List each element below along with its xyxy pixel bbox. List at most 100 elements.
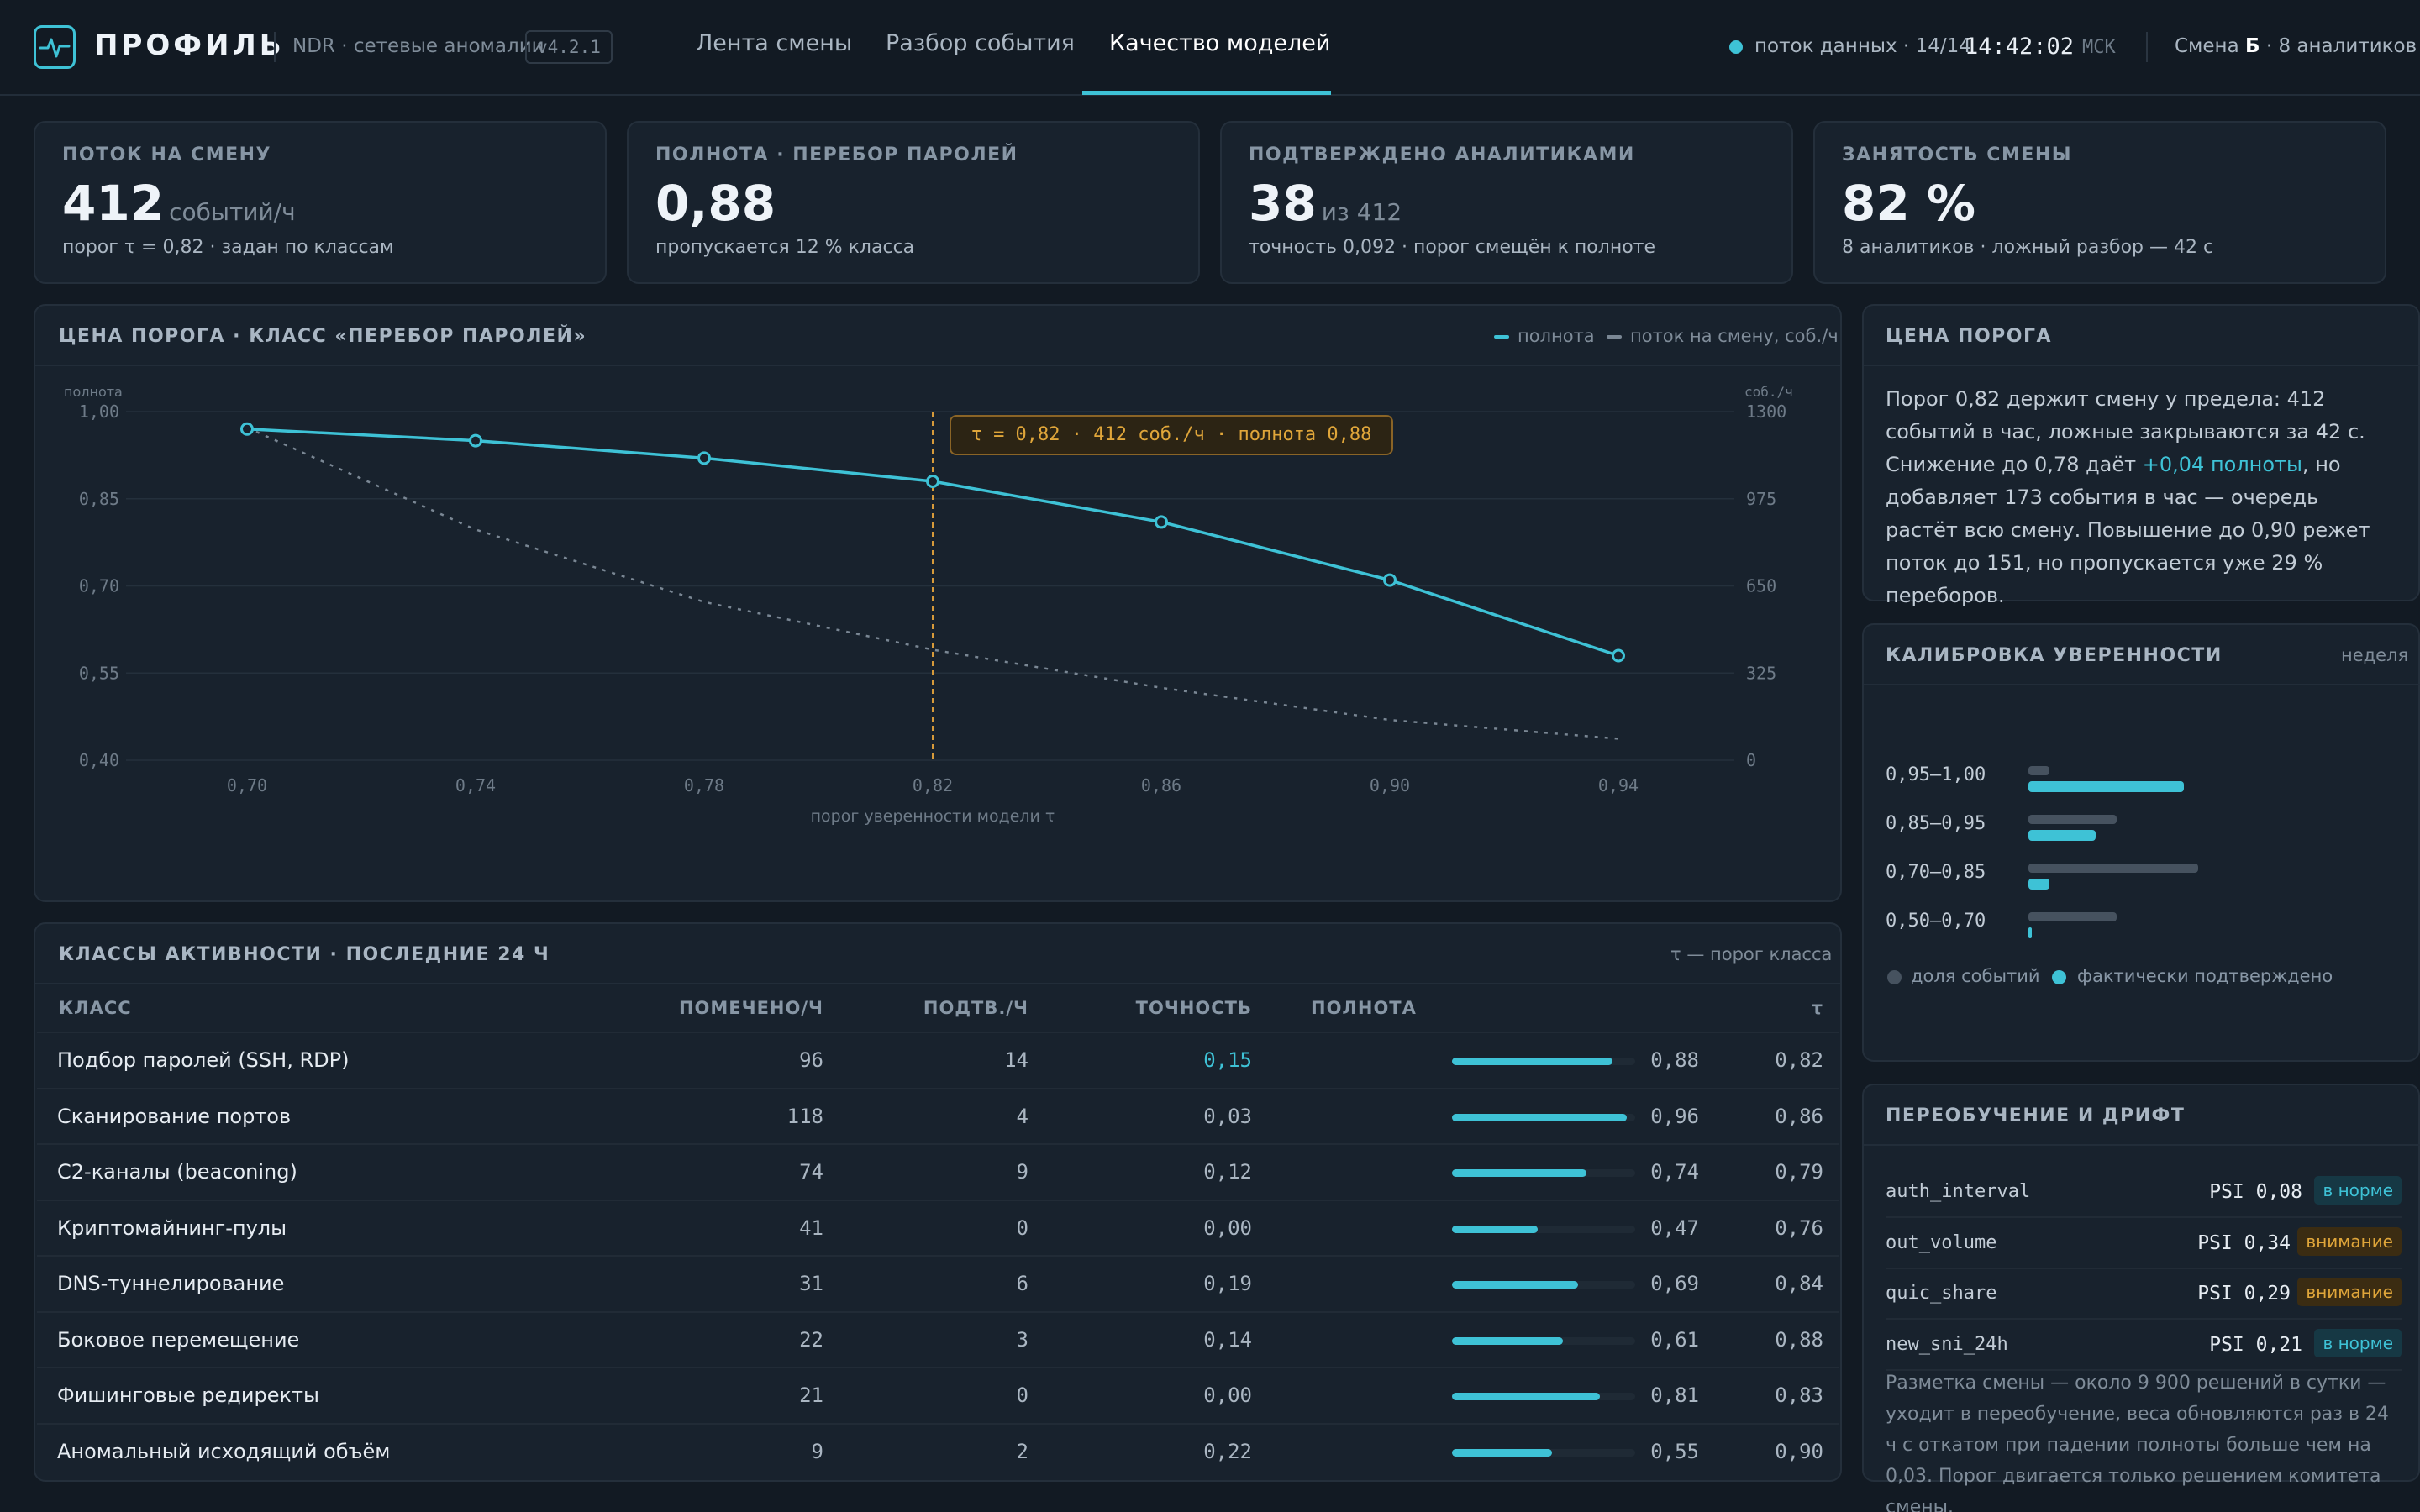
recall-point[interactable]: [469, 433, 482, 448]
threshold-cost-title: ЦЕНА ПОРОГА: [1886, 326, 2053, 347]
kpi-label: ПОТОК НА СМЕНУ: [62, 144, 272, 165]
kpi-value: 0,88: [655, 175, 776, 232]
tab-event-analysis[interactable]: Разбор события: [886, 30, 1075, 56]
recall-point[interactable]: [1612, 648, 1625, 663]
right-tick-label: 650: [1746, 576, 1776, 596]
panel-divider: [1864, 365, 2420, 366]
recall-point[interactable]: [240, 422, 254, 436]
recall-value: 0,81: [1650, 1383, 1699, 1407]
recall-point[interactable]: [926, 475, 939, 488]
table-row[interactable]: Аномальный исходящий объём 9 2 0,22 0,55 0,90: [37, 1422, 1839, 1478]
tau-value: 0,76: [1775, 1215, 1823, 1240]
confirmed-value: 9: [1016, 1160, 1028, 1184]
calibration-period[interactable]: неделя: [2341, 645, 2409, 665]
confirmed-value: 14: [1004, 1048, 1028, 1072]
shift-prefix: Смена: [2175, 35, 2239, 57]
calibration-title: КАЛИБРОВКА УВЕРЕННОСТИ: [1886, 645, 2223, 666]
class-name: DNS-туннелирование: [57, 1272, 285, 1295]
drift-feature-row[interactable]: auth_interval PSI 0,08 в норме: [1886, 1168, 2402, 1218]
table-row[interactable]: Боковое перемещение 22 3 0,14 0,61 0,88: [37, 1310, 1839, 1367]
shift-suffix: · 8 аналитиков: [2265, 35, 2417, 57]
calibration-share-bar: [2028, 815, 2117, 824]
table-row[interactable]: C2-каналы (beaconing) 74 9 0,12 0,74 0,79: [37, 1143, 1839, 1199]
pulse-logo-icon: [34, 25, 76, 69]
x-tick-label: 0,86: [1141, 775, 1181, 795]
header-divider: [2146, 32, 2148, 62]
recall-point[interactable]: [1383, 573, 1397, 587]
recall-point[interactable]: [1155, 515, 1168, 529]
recall-value: 0,74: [1650, 1160, 1699, 1184]
table-row[interactable]: Криптомайнинг-пулы 41 0 0,00 0,47 0,76: [37, 1199, 1839, 1255]
psi-value: PSI 0,21: [2209, 1333, 2302, 1356]
tab-model-quality[interactable]: Качество моделей: [1109, 30, 1331, 56]
drift-feature-row[interactable]: out_volume PSI 0,34 внимание: [1886, 1219, 2402, 1269]
drift-status-badge: внимание: [2297, 1278, 2402, 1306]
clock: 14:42:02: [1965, 34, 2075, 60]
recall-bar-track: [1452, 1113, 1635, 1121]
confirmed-value: 2: [1016, 1439, 1028, 1463]
table-row[interactable]: DNS-туннелирование 31 6 0,19 0,69 0,84: [37, 1255, 1839, 1310]
col-header-recall[interactable]: ПОЛНОТА: [1311, 998, 1417, 1018]
recall-point[interactable]: [697, 451, 711, 465]
table-row[interactable]: Подбор паролей (SSH, RDP) 96 14 0,15 0,88 0,8…: [37, 1032, 1839, 1087]
recall-value: 0,61: [1650, 1327, 1699, 1352]
flagged-value: 31: [799, 1272, 823, 1295]
col-header-confirmed[interactable]: ПОДТВ./Ч: [923, 998, 1028, 1018]
precision-value: 0,14: [1203, 1327, 1252, 1352]
precision-value: 0,12: [1203, 1160, 1252, 1184]
kpi-card-load: ЗАНЯТОСТЬ СМЕНЫ 82 % 8 аналитиков · ложн…: [1813, 121, 2386, 284]
stream-status: поток данных · 14/14: [1754, 35, 1971, 57]
right-tick-label: 0: [1746, 750, 1756, 770]
recall-bar-track: [1452, 1448, 1635, 1457]
kpi-card-confirmed: ПОДТВЕРЖДЕНО АНАЛИТИКАМИ 38 из 412 точнос…: [1220, 121, 1793, 284]
feature-name: quic_share: [1886, 1283, 1997, 1304]
panel-divider: [1864, 1144, 2420, 1146]
right-tick-label: 325: [1746, 663, 1776, 683]
recall-value: 0,47: [1650, 1215, 1699, 1240]
timezone: МСК: [2082, 37, 2116, 58]
right-tick-label: 975: [1746, 489, 1776, 509]
legend-confirmed-label: фактически подтверждено: [2077, 966, 2333, 986]
panel-divider: [35, 983, 1840, 984]
flagged-value: 9: [811, 1439, 823, 1463]
col-header-precision[interactable]: ТОЧНОСТЬ: [1135, 998, 1252, 1018]
drift-feature-row[interactable]: new_sni_24h PSI 0,21 в норме: [1886, 1320, 2402, 1371]
calibration-bin-label: 0,70–0,85: [1886, 862, 1986, 883]
confirmed-value: 4: [1016, 1104, 1028, 1128]
kpi-label: ЗАНЯТОСТЬ СМЕНЫ: [1842, 144, 2073, 165]
panel-divider: [1864, 684, 2420, 685]
legend-share-label: доля событий: [1911, 966, 2040, 986]
shift-name: Б: [2245, 35, 2260, 57]
recall-bar-fill: [1452, 1058, 1612, 1065]
cost-text-part: , но добавляет 173 события в час — очере…: [1886, 453, 2370, 607]
col-header-flagged[interactable]: ПОМЕЧЕНО/Ч: [678, 998, 823, 1018]
app-subtitle: NDR · сетевые аномалии: [292, 35, 544, 57]
left-tick-label: 1,00: [79, 402, 119, 422]
panel-divider: [35, 365, 1840, 366]
flagged-value: 96: [799, 1048, 823, 1072]
tab-shift-feed[interactable]: Лента смены: [696, 30, 853, 56]
col-header-class[interactable]: КЛАСС: [59, 998, 132, 1018]
calibration-confirmed-bar: [2028, 879, 2050, 890]
col-header-tau[interactable]: τ: [1811, 998, 1823, 1018]
precision-value: 0,22: [1203, 1439, 1252, 1463]
version-badge: v4.2.1: [525, 30, 613, 64]
recall-bar-fill: [1452, 1448, 1553, 1457]
drift-feature-row[interactable]: quic_share PSI 0,29 внимание: [1886, 1269, 2402, 1320]
kpi-unit: из 412: [1321, 198, 1402, 226]
precision-value: 0,03: [1203, 1104, 1252, 1128]
recall-value: 0,69: [1650, 1272, 1699, 1295]
table-row[interactable]: Сканирование портов 118 4 0,03 0,96 0,86: [37, 1087, 1839, 1143]
precision-value: 0,19: [1203, 1272, 1252, 1295]
recall-bar-track: [1452, 1393, 1635, 1400]
legend-confirmed-dot-icon: [2052, 970, 2066, 984]
feature-name: out_volume: [1886, 1231, 1997, 1253]
psi-value: PSI 0,34: [2197, 1231, 2291, 1254]
legend-flow-label: поток на смену, соб./ч: [1630, 326, 1839, 346]
kpi-label: ПОДТВЕРЖДЕНО АНАЛИТИКАМИ: [1249, 144, 1635, 165]
table-row[interactable]: Фишинговые редиректы 21 0 0,00 0,81 0,83: [37, 1367, 1839, 1422]
active-tab-indicator: [1082, 91, 1331, 95]
kpi-note: пропускается 12 % класса: [655, 237, 915, 258]
calibration-confirmed-bar: [2028, 781, 2184, 792]
confirmed-value: 0: [1016, 1383, 1028, 1407]
